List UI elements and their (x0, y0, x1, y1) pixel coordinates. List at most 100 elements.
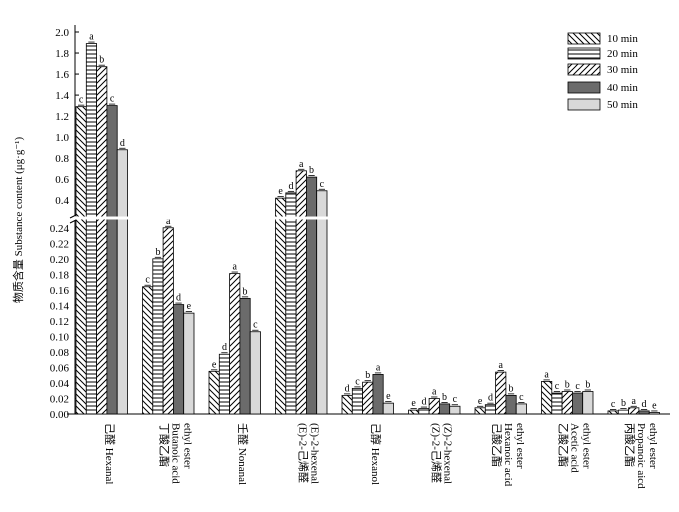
break-gap (141, 216, 195, 220)
bar (208, 370, 220, 415)
significance-label: b (243, 286, 248, 297)
bar (572, 392, 584, 415)
y-tick-label: 0.22 (50, 238, 69, 250)
significance-label: a (632, 396, 637, 407)
significance-label: e (478, 396, 483, 407)
significance-label: c (253, 320, 258, 331)
y-tick-label: 0.14 (50, 300, 70, 312)
significance-label: e (411, 398, 416, 409)
significance-label: a (299, 159, 304, 170)
x-category-label: 壬醛 Nonanal (236, 423, 250, 485)
significance-label: c (355, 376, 360, 387)
legend-label-4: 40 min (607, 82, 638, 94)
legend-swatch-5 (567, 98, 601, 111)
legend-swatch-3 (567, 63, 601, 76)
y-axis-label: 物质含量 Substance content (μg·g⁻¹) (11, 137, 25, 304)
bar (648, 412, 660, 415)
y-tick-label: 0.06 (50, 362, 70, 374)
y-axis: 2.0 1.8 1.6 1.4 1.2 1.0 0.8 0.6 0.4 0.24 0.22 0.20… (11, 25, 81, 421)
significance-label: e (386, 391, 391, 402)
y-tick-label: 0.6 (55, 174, 69, 186)
significance-label: a (499, 360, 504, 371)
bar (162, 227, 174, 415)
bar (582, 391, 594, 415)
significance-label: c (611, 399, 616, 410)
bar (495, 371, 507, 415)
x-category-label: ethyl ester (514, 423, 526, 469)
y-tick-label: 1.6 (55, 69, 69, 81)
significance-label: c (575, 381, 580, 392)
bar (628, 407, 640, 415)
bar (183, 312, 195, 415)
significance-label: c (519, 392, 524, 403)
significance-label: b (565, 379, 570, 390)
bar (229, 273, 241, 415)
significance-label: b (365, 370, 370, 381)
bar (515, 403, 527, 415)
significance-label: b (309, 165, 314, 176)
significance-label: c (555, 381, 560, 392)
y-tick-label: 0.24 (50, 223, 70, 235)
y-tick-label: 1.8 (55, 48, 69, 60)
significance-label: c (145, 275, 150, 286)
x-category-label: 丙酸乙酯 (623, 423, 637, 467)
x-category-label: ethyl ester (647, 423, 659, 469)
y-tick-label: 0.12 (50, 316, 69, 328)
bar (418, 408, 430, 415)
bar (106, 105, 118, 415)
x-category-label: 己酸乙酯 (490, 423, 504, 467)
significance-label: b (621, 398, 626, 409)
significance-label: b (442, 392, 447, 403)
significance-label: d (222, 342, 227, 353)
y-tick-label: 0.02 (50, 393, 69, 405)
significance-label: a (432, 386, 437, 397)
y-tick-label: 1.2 (55, 111, 69, 123)
bar (351, 387, 363, 415)
bar (85, 43, 98, 415)
y-tick-label: 1.0 (55, 132, 69, 144)
bar (341, 394, 353, 415)
bar (505, 394, 517, 415)
lower-tick-group: 0.24 0.22 0.20 0.18 0.16 0.14 0.12 0.10 0.08 0.06… (50, 223, 79, 421)
break-gap (75, 216, 129, 220)
bar (449, 405, 461, 415)
legend-label-5: 50 min (607, 99, 638, 111)
y-tick-label: 0.10 (50, 331, 70, 343)
significance-label: b (585, 379, 590, 390)
y-tick-label: 0.4 (55, 195, 69, 207)
x-category-label: (E)-2-hexenal (308, 423, 320, 484)
significance-label: a (376, 362, 381, 373)
x-category-label: (Z)-2-己烯醛 (429, 423, 443, 483)
y-tick-label: 0.16 (50, 285, 70, 297)
significance-label: d (288, 181, 293, 192)
significance-label: d (176, 293, 181, 304)
bar (617, 409, 629, 415)
legend-label-1: 10 min (607, 33, 638, 45)
legend-label-2: 20 min (607, 48, 638, 60)
bar (438, 403, 451, 415)
legend-label-3: 30 min (607, 64, 638, 76)
significance-label: c (79, 95, 84, 106)
bar (408, 409, 420, 415)
significance-label: b (155, 247, 160, 258)
significance-label: c (110, 94, 115, 105)
bar (249, 331, 261, 415)
significance-label: e (187, 301, 192, 312)
y-tick-label: 2.0 (55, 27, 69, 39)
x-category-label: Hexanoic acid (502, 423, 514, 487)
significance-label: d (345, 383, 350, 394)
break-gap (474, 216, 528, 220)
legend-swatch-4 (567, 81, 601, 94)
bar (305, 176, 318, 415)
x-category-label: 丁酸乙酯 (157, 423, 171, 467)
significance-label: c (320, 179, 325, 190)
x-category-label: Butanoic acid (169, 423, 181, 484)
x-category-label: ethyl ester (580, 423, 592, 469)
bar (541, 381, 553, 415)
bar (561, 391, 573, 415)
bar (551, 392, 563, 415)
bar (96, 66, 108, 415)
break-gap (540, 216, 594, 220)
significance-label: b (509, 383, 514, 394)
